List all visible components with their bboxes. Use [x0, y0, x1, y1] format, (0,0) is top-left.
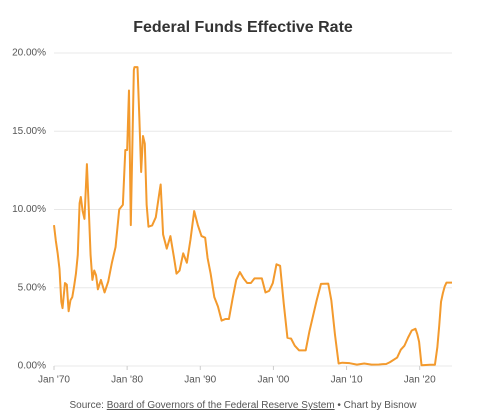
chart-title: Federal Funds Effective Rate [133, 19, 353, 36]
x-tick-label: Jan '90 [184, 375, 216, 386]
y-tick-label: 0.00% [18, 361, 46, 372]
line-series [53, 66, 452, 367]
x-tick-label: Jan '80 [111, 375, 143, 386]
y-tick-label: 20.00% [12, 48, 46, 59]
source-note: Source: Board of Governors of the Federa… [69, 400, 417, 411]
source-link[interactable]: Board of Governors of the Federal Reserv… [107, 400, 335, 411]
x-tick-label: Jan '10 [331, 375, 363, 386]
x-tick-label: Jan '00 [257, 375, 289, 386]
x-tick-label: Jan '70 [38, 375, 70, 386]
y-tick-label: 5.00% [18, 282, 46, 293]
y-tick-label: 10.00% [12, 204, 46, 215]
credit: • Chart by Bisnow [337, 400, 417, 411]
y-tick-label: 15.00% [12, 126, 46, 137]
source-label: Source: [69, 400, 103, 411]
x-tick-label: Jan '20 [404, 375, 436, 386]
